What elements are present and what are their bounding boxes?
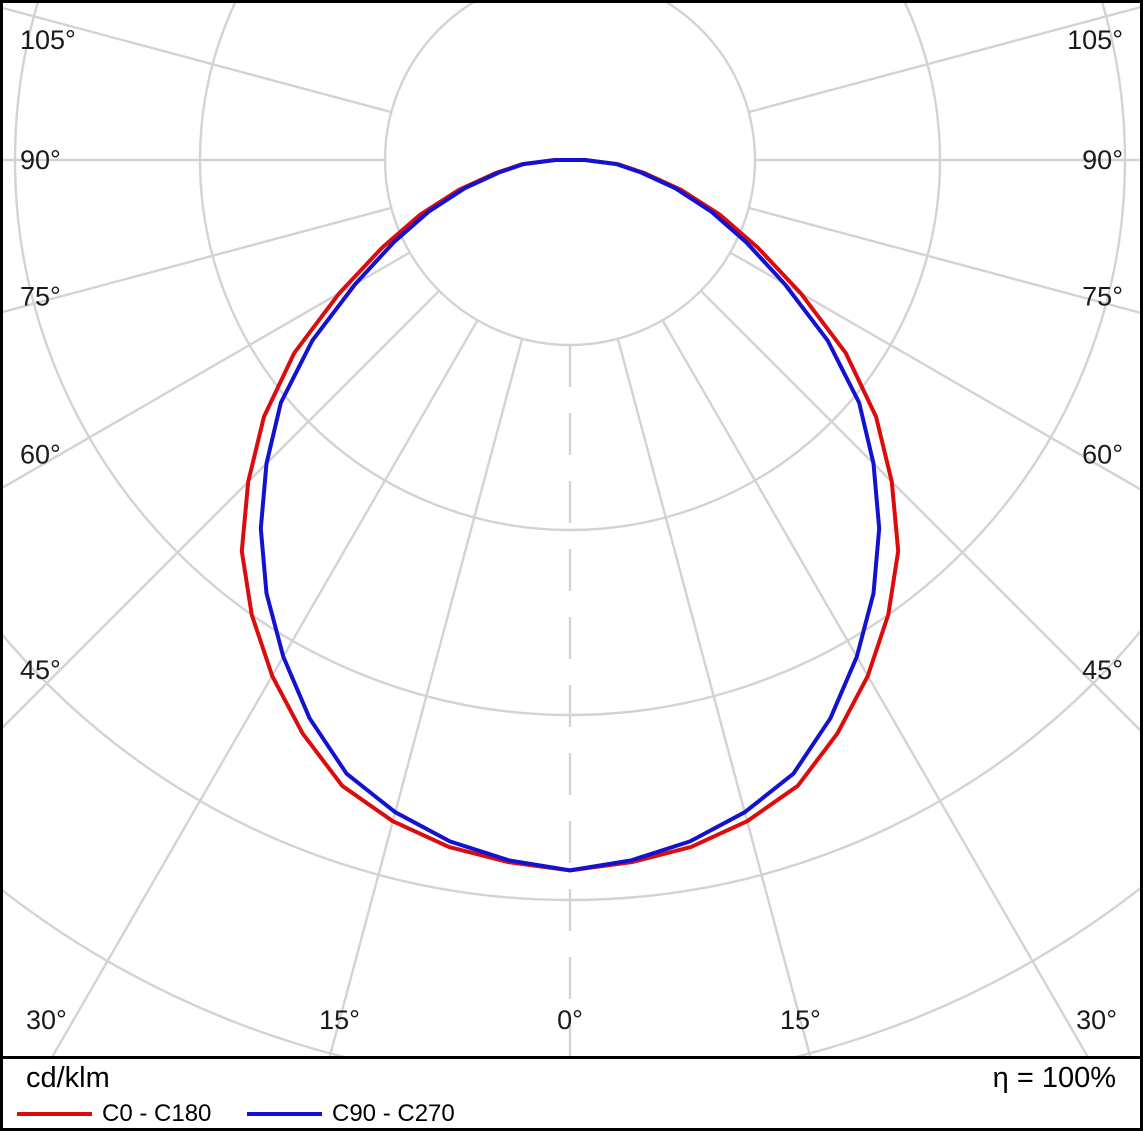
angle-label: 75° (20, 282, 61, 312)
angle-label: 15° (780, 1005, 821, 1035)
angle-label: 45° (20, 655, 61, 685)
grid-ray (0, 6, 392, 114)
grid-ray (51, 319, 479, 1056)
angle-label: 60° (1082, 439, 1123, 469)
efficiency-label: η = 100% (992, 1062, 1116, 1094)
legend-swatch (17, 1112, 92, 1116)
grid-ray (0, 206, 392, 314)
angle-label: 30° (1076, 1005, 1117, 1035)
polar-chart: 0° 15° 15° 30° 30° 45° 45° 60° 60° 75° 75° 90° 90° 10… (0, 0, 1143, 1056)
grid-ray (748, 5, 1143, 114)
grid-ray (0, 289, 441, 732)
angle-label: 0° (557, 1005, 583, 1035)
grid-ring (0, 626, 1143, 901)
angle-label: 105° (1067, 25, 1123, 55)
angle-label: 105° (20, 25, 76, 55)
legend-swatch (247, 1112, 322, 1116)
angle-label: 45° (1082, 655, 1123, 685)
polar-grid (0, 0, 1143, 1056)
angle-label: 90° (20, 145, 61, 175)
angle-label: 75° (1082, 282, 1123, 312)
grid-ray (616, 338, 812, 1056)
legend-label-c0-c180: C0 - C180 (102, 1100, 212, 1127)
angle-label: 90° (1082, 145, 1123, 175)
unit-label: cd/klm (26, 1062, 110, 1094)
legend-label-c90-c270: C90 - C270 (332, 1100, 455, 1127)
legend-entry-c90-c270: C90 - C270 (247, 1100, 455, 1128)
angle-labels: 0° 15° 15° 30° 30° 45° 45° 60° 60° 75° 75° 90° 90° 10… (20, 25, 1123, 1035)
separator-line (0, 1056, 1143, 1059)
grid-ray (0, 251, 411, 491)
grid-ray (328, 338, 524, 1056)
angle-label: 60° (20, 439, 61, 469)
angle-label: 30° (26, 1005, 67, 1035)
grid-ring (383, 0, 757, 347)
grid-ray (699, 289, 1143, 735)
grid-ray (729, 251, 1143, 493)
grid-ray (661, 319, 1089, 1056)
series-curve (258, 158, 882, 873)
grid-ray (748, 206, 1143, 315)
angle-label: 15° (319, 1005, 360, 1035)
legend-entry-c0-c180: C0 - C180 (17, 1100, 211, 1128)
